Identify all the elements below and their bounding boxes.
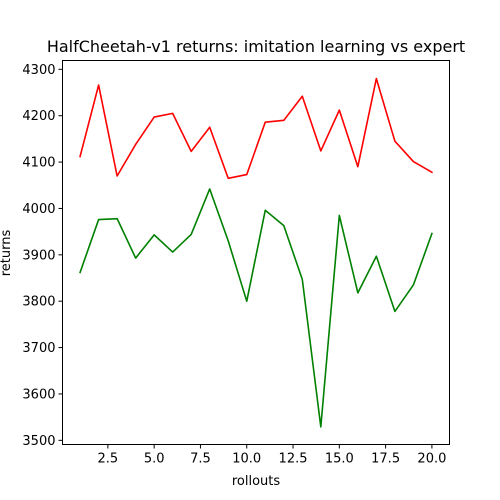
y-tick-label: 4300: [22, 63, 55, 78]
chart-title: HalfCheetah-v1 returns: imitation learni…: [47, 37, 465, 56]
x-tick-label: 2.5: [98, 452, 119, 467]
x-tick-label: 5.0: [144, 452, 165, 467]
y-axis-label: returns: [0, 230, 14, 277]
y-tick-label: 3800: [22, 295, 55, 310]
series-layer: [79, 77, 434, 428]
y-tick-label: 3900: [22, 248, 55, 263]
y-tick-label: 4000: [22, 202, 55, 217]
x-tick-label: 12.5: [279, 452, 308, 467]
y-tick-label: 3700: [22, 341, 55, 356]
x-tick-label: 17.5: [371, 452, 400, 467]
y-tick-label: 4200: [22, 109, 55, 124]
y-tick-label: 4100: [22, 156, 55, 171]
x-tick-label: 20.0: [417, 452, 446, 467]
plot-frame: [62, 60, 450, 445]
y-tick-label: 3500: [22, 434, 55, 449]
y-axis: 3500 3600 3700 3800 3900 4000 4100 4200 4300: [22, 63, 63, 449]
series-line-0: [79, 77, 434, 180]
x-axis: 2.5 5.0 7.5 10.0 12.5 15.0 17.5 20.0: [98, 444, 446, 467]
x-tick-label: 10.0: [232, 452, 261, 467]
x-tick-label: 15.0: [325, 452, 354, 467]
y-tick-label: 3600: [22, 387, 55, 402]
series-line-1: [79, 188, 433, 428]
x-axis-label: rollouts: [232, 474, 281, 489]
x-tick-label: 7.5: [190, 452, 211, 467]
